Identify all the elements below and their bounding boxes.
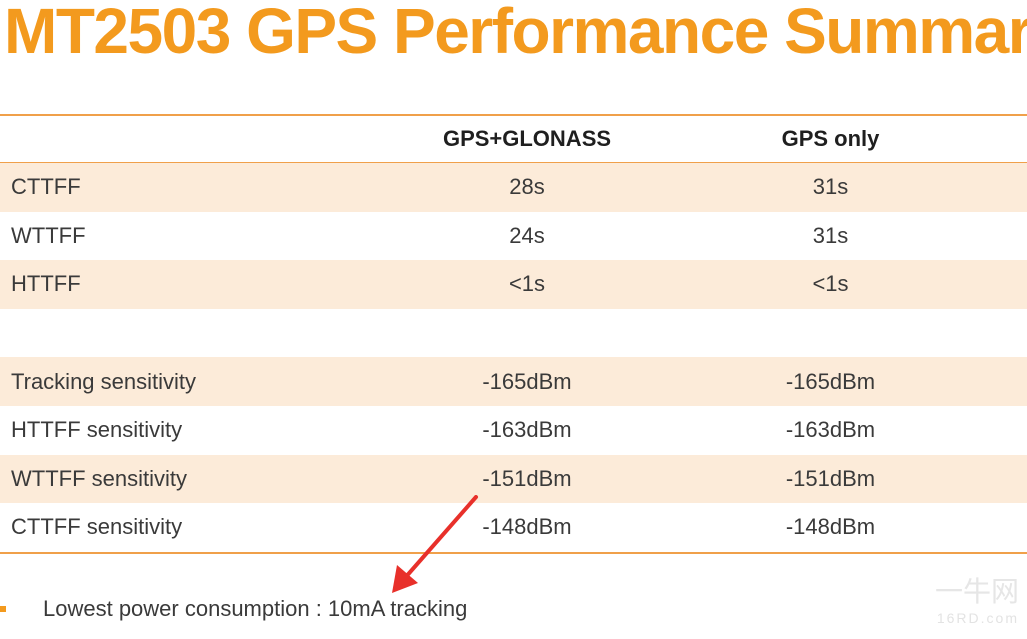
bullet-note: Lowest power consumption : 10mA tracking [0, 592, 467, 626]
header-rule [0, 162, 1027, 163]
row-label: WTTFF [11, 222, 86, 248]
gps-only-value: 31s [812, 222, 849, 248]
table-spacer-row [0, 309, 1027, 358]
table-top-rule [0, 114, 1027, 116]
gps-glonass-value: -163dBm [482, 417, 572, 443]
note-text: Lowest power consumption : 10mA tracking [43, 596, 468, 621]
table-row: WTTFF sensitivity -151dBm -151dBm [0, 454, 1027, 504]
gps-glonass-value: <1s [508, 271, 546, 297]
table-header-row: GPS+GLONASS GPS only [0, 116, 1027, 162]
row-label: WTTFF sensitivity [11, 465, 187, 491]
gps-glonass-value: 28s [509, 174, 545, 200]
table-row: CTTFF 28s 31s [0, 163, 1027, 212]
table-row: HTTFF sensitivity -163dBm -163dBm [0, 406, 1027, 455]
gps-glonass-value: 24s [509, 222, 545, 248]
performance-table: GPS+GLONASS GPS only CTTFF 28s 31s WTTFF… [0, 114, 1027, 554]
watermark-sub: 16RD.com [936, 610, 1019, 626]
table-row: HTTFF <1s <1s [0, 260, 1027, 309]
table-row: WTTFF 24s 31s [0, 212, 1027, 261]
watermark-main: 一牛网 [934, 576, 1019, 607]
gps-only-value: <1s [812, 271, 849, 297]
header-gps-only: GPS only [781, 126, 880, 151]
row-label: HTTFF sensitivity [11, 417, 183, 443]
gps-only-value: -165dBm [785, 368, 876, 394]
gps-glonass-value: -151dBm [482, 465, 572, 491]
page-title: MT2503 GPS Performance Summary [4, 0, 1027, 67]
header-gps-glonass: GPS+GLONASS [442, 126, 612, 151]
bullet-marker-icon [0, 606, 6, 612]
row-label: Tracking sensitivity [11, 368, 197, 394]
gps-only-value: -148dBm [785, 514, 876, 540]
row-label: HTTFF [11, 271, 81, 297]
row-label: CTTFF sensitivity [11, 514, 183, 540]
table-row: Tracking sensitivity -165dBm -165dBm [0, 357, 1027, 406]
gps-glonass-value: -148dBm [482, 514, 572, 540]
gps-only-value: -163dBm [785, 417, 876, 443]
red-arrow-icon [392, 495, 478, 593]
table-row: CTTFF sensitivity -148dBm -148dBm [0, 503, 1027, 552]
row-label: CTTFF [11, 174, 81, 200]
gps-only-value: -151dBm [785, 465, 876, 491]
watermark: 一牛网 16RD.com [934, 576, 1019, 631]
gps-glonass-value: -165dBm [482, 368, 572, 394]
gps-only-value: 31s [812, 174, 849, 200]
table-bottom-rule [0, 551, 1027, 554]
